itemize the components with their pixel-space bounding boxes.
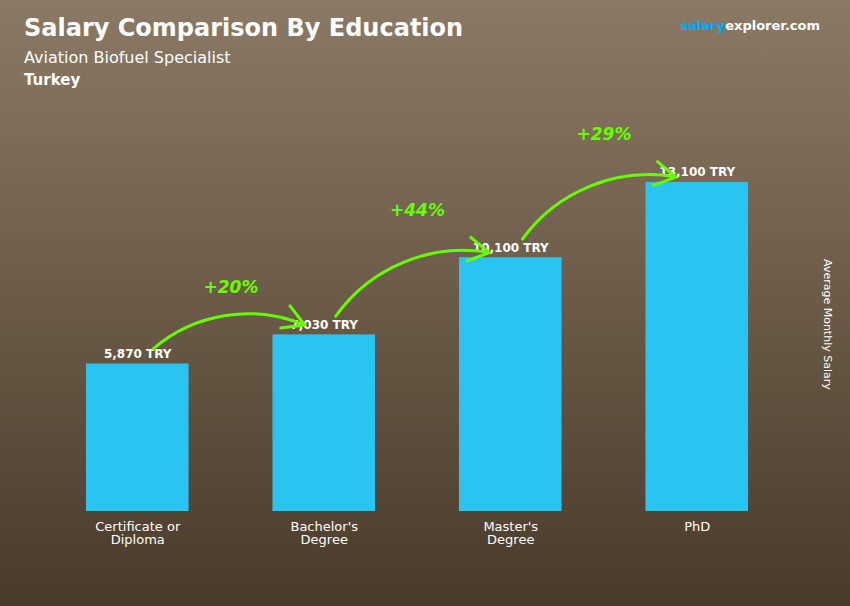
svg-text:Master'sDegree: Master'sDegree xyxy=(483,519,538,547)
html-text:Aviation Biofuel Specialist: Aviation Biofuel Specialist xyxy=(24,48,231,67)
svg-text:13,100 TRY: 13,100 TRY xyxy=(659,165,736,180)
svg-text:+29%: +29% xyxy=(577,124,632,144)
svg-text:+44%: +44% xyxy=(390,200,445,220)
svg-text:+20%: +20% xyxy=(204,277,259,297)
svg-text:PhD: PhD xyxy=(684,519,710,534)
html-text:Average Monthly Salary: Average Monthly Salary xyxy=(821,258,834,390)
svg-text:Certificate orDiploma: Certificate orDiploma xyxy=(95,519,181,547)
svg-text:7,030 TRY: 7,030 TRY xyxy=(290,317,358,332)
svg-text:10,100 TRY: 10,100 TRY xyxy=(472,240,549,255)
svg-text:Bachelor'sDegree: Bachelor'sDegree xyxy=(290,519,358,547)
html-text:Turkey: Turkey xyxy=(24,71,81,89)
html-text:Salary Comparison By Education: Salary Comparison By Education xyxy=(24,14,464,42)
html-text:salary explorer.com: salary explorer.com xyxy=(680,18,820,33)
svg-text:5,870 TRY: 5,870 TRY xyxy=(104,347,172,361)
